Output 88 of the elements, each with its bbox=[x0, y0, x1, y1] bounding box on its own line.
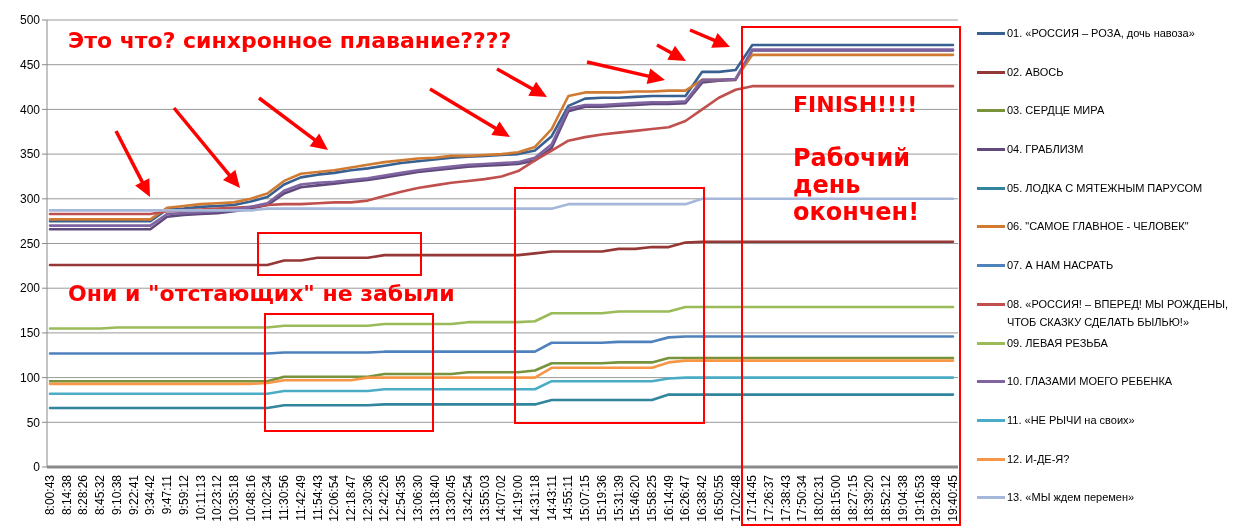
y-tick-label: 150 bbox=[19, 326, 41, 341]
legend-label: 10. ГЛАЗАМИ МОЕГО РЕБЕНКА bbox=[1007, 374, 1174, 390]
x-tick-label: 18:52:12 bbox=[879, 474, 894, 522]
y-tick-label: 50 bbox=[26, 415, 41, 430]
x-tick-label: 14:43:11 bbox=[544, 474, 559, 521]
x-tick-label: 14:19:00 bbox=[511, 474, 526, 522]
x-tick-label: 15:07:15 bbox=[578, 474, 593, 522]
x-tick-label: 18:15:00 bbox=[828, 474, 843, 522]
x-tick-label: 16:14:49 bbox=[661, 474, 676, 522]
legend-label: 01. «РОССИЯ – РОЗА, дочь навоза» bbox=[1007, 26, 1196, 41]
y-tick-label: 100 bbox=[19, 370, 41, 385]
x-tick-label: 9:34:42 bbox=[143, 474, 158, 516]
x-tick-label: 9:22:41 bbox=[126, 474, 141, 516]
x-tick-label: 18:02:31 bbox=[812, 474, 827, 522]
annotation: Рабочий день окончен! bbox=[793, 144, 920, 226]
x-tick-label: 16:50:55 bbox=[711, 474, 726, 522]
legend-label: 02. АВОСЬ bbox=[1007, 64, 1065, 80]
x-tick-label: 12:30:36 bbox=[360, 474, 375, 522]
x-tick-label: 14:55:11 bbox=[561, 474, 576, 521]
x-tick-label: 17:26:37 bbox=[762, 474, 777, 522]
legend-label: 04. ГРАБЛИЗМ bbox=[1007, 142, 1085, 158]
legend-label: 05. ЛОДКА С МЯТЕЖНЫМ ПАРУСОМ bbox=[1007, 180, 1204, 196]
line-series bbox=[48, 240, 955, 267]
x-tick-label: 17:14:45 bbox=[745, 474, 760, 522]
x-tick-label: 13:06:30 bbox=[410, 474, 425, 522]
annotation: FINISH!!!! bbox=[793, 92, 918, 117]
x-tick-label: 15:19:36 bbox=[594, 474, 609, 522]
x-tick-label: 17:02:48 bbox=[728, 474, 743, 522]
x-tick-label: 15:31:39 bbox=[611, 474, 626, 522]
y-tick-label: 450 bbox=[19, 57, 41, 72]
x-tick-label: 17:50:34 bbox=[795, 474, 810, 522]
x-tick-label: 10:35:18 bbox=[226, 474, 241, 522]
x-tick-label: 18:27:15 bbox=[845, 474, 860, 522]
y-tick-label: 500 bbox=[19, 13, 41, 28]
x-tick-label: 13:55:03 bbox=[477, 474, 492, 522]
x-tick-label: 12:18:47 bbox=[344, 474, 358, 522]
x-tick-label: 11:30:56 bbox=[277, 474, 292, 521]
y-tick-label: 300 bbox=[19, 192, 41, 207]
x-tick-label: 14:31:18 bbox=[527, 474, 542, 522]
y-tick-label: 0 bbox=[33, 460, 41, 475]
x-tick-label: 13:18:40 bbox=[427, 474, 442, 522]
legend-label: 09. ЛЕВАЯ РЕЗЬБА bbox=[1007, 335, 1109, 351]
y-tick-label: 200 bbox=[19, 281, 41, 296]
annotation: Это что? синхронное плавание???? bbox=[68, 28, 512, 53]
x-tick-label: 8:14:38 bbox=[59, 474, 74, 516]
x-tick-label: 19:40:45 bbox=[945, 474, 960, 522]
legend-label: 07. А НАМ НАСРАТЬ bbox=[1007, 258, 1115, 274]
x-tick-label: 10:23:12 bbox=[210, 474, 225, 522]
legend-label: 11. «НЕ РЫЧИ на своих» bbox=[1007, 412, 1136, 428]
x-tick-label: 19:04:38 bbox=[895, 474, 910, 522]
x-tick-label: 16:38:42 bbox=[695, 474, 710, 522]
line-series bbox=[48, 393, 955, 410]
legend-label: 06. "САМОЕ ГЛАВНОЕ - ЧЕЛОВЕК" bbox=[1007, 219, 1190, 235]
x-tick-label: 16:26:47 bbox=[678, 474, 693, 522]
x-tick-label: 19:28:48 bbox=[929, 474, 944, 522]
x-tick-label: 8:28:26 bbox=[76, 474, 91, 516]
x-tick-label: 8:45:32 bbox=[93, 474, 108, 516]
x-tick-label: 17:38:43 bbox=[778, 474, 793, 522]
line-series bbox=[48, 305, 955, 330]
x-tick-label: 11:42:49 bbox=[293, 474, 308, 521]
x-tick-label: 14:07:02 bbox=[494, 474, 509, 522]
x-tick-label: 12:06:54 bbox=[327, 474, 342, 522]
legend-label: 03. СЕРДЦЕ МИРА bbox=[1007, 103, 1106, 119]
x-tick-label: 9:10:38 bbox=[109, 474, 124, 516]
legend-label: 12. И-ДЕ-Я? bbox=[1007, 451, 1071, 467]
x-tick-label: 9:59:12 bbox=[176, 474, 191, 516]
x-tick-label: 15:46:20 bbox=[628, 474, 643, 522]
line-series bbox=[48, 335, 955, 355]
x-tick-label: 10:11:13 bbox=[193, 474, 208, 521]
x-tick-label: 12:54:35 bbox=[394, 474, 409, 522]
y-tick-label: 400 bbox=[19, 102, 41, 117]
x-tick-label: 11:54:43 bbox=[310, 474, 325, 521]
legend-label: 08. «РОССИЯ! – ВПЕРЕД! МЫ РОЖДЕНЫ, ЧТОБ СКАЗКУ СДЕЛАТЬ БЫЛЬЮ!» bbox=[1007, 296, 1229, 330]
x-tick-label: 13:30:45 bbox=[444, 474, 459, 522]
x-tick-label: 19:16:53 bbox=[912, 474, 927, 522]
x-tick-label: 10:48:16 bbox=[243, 474, 258, 522]
annotation: Они и "отстающих" не забыли bbox=[68, 281, 455, 306]
x-tick-label: 15:58:25 bbox=[644, 474, 659, 522]
x-tick-label: 11:02:34 bbox=[260, 474, 275, 521]
x-tick-label: 12:42:26 bbox=[377, 474, 392, 522]
line-series bbox=[48, 376, 955, 395]
x-tick-label: 9:47:11 bbox=[160, 474, 175, 515]
x-tick-label: 13:42:54 bbox=[461, 474, 476, 522]
legend-label: 13. «МЫ ждем перемен» bbox=[1007, 490, 1136, 506]
x-tick-label: 18:39:20 bbox=[862, 474, 877, 522]
y-tick-label: 350 bbox=[19, 147, 41, 162]
y-tick-label: 250 bbox=[19, 236, 41, 251]
x-tick-label: 8:00:43 bbox=[43, 474, 58, 516]
